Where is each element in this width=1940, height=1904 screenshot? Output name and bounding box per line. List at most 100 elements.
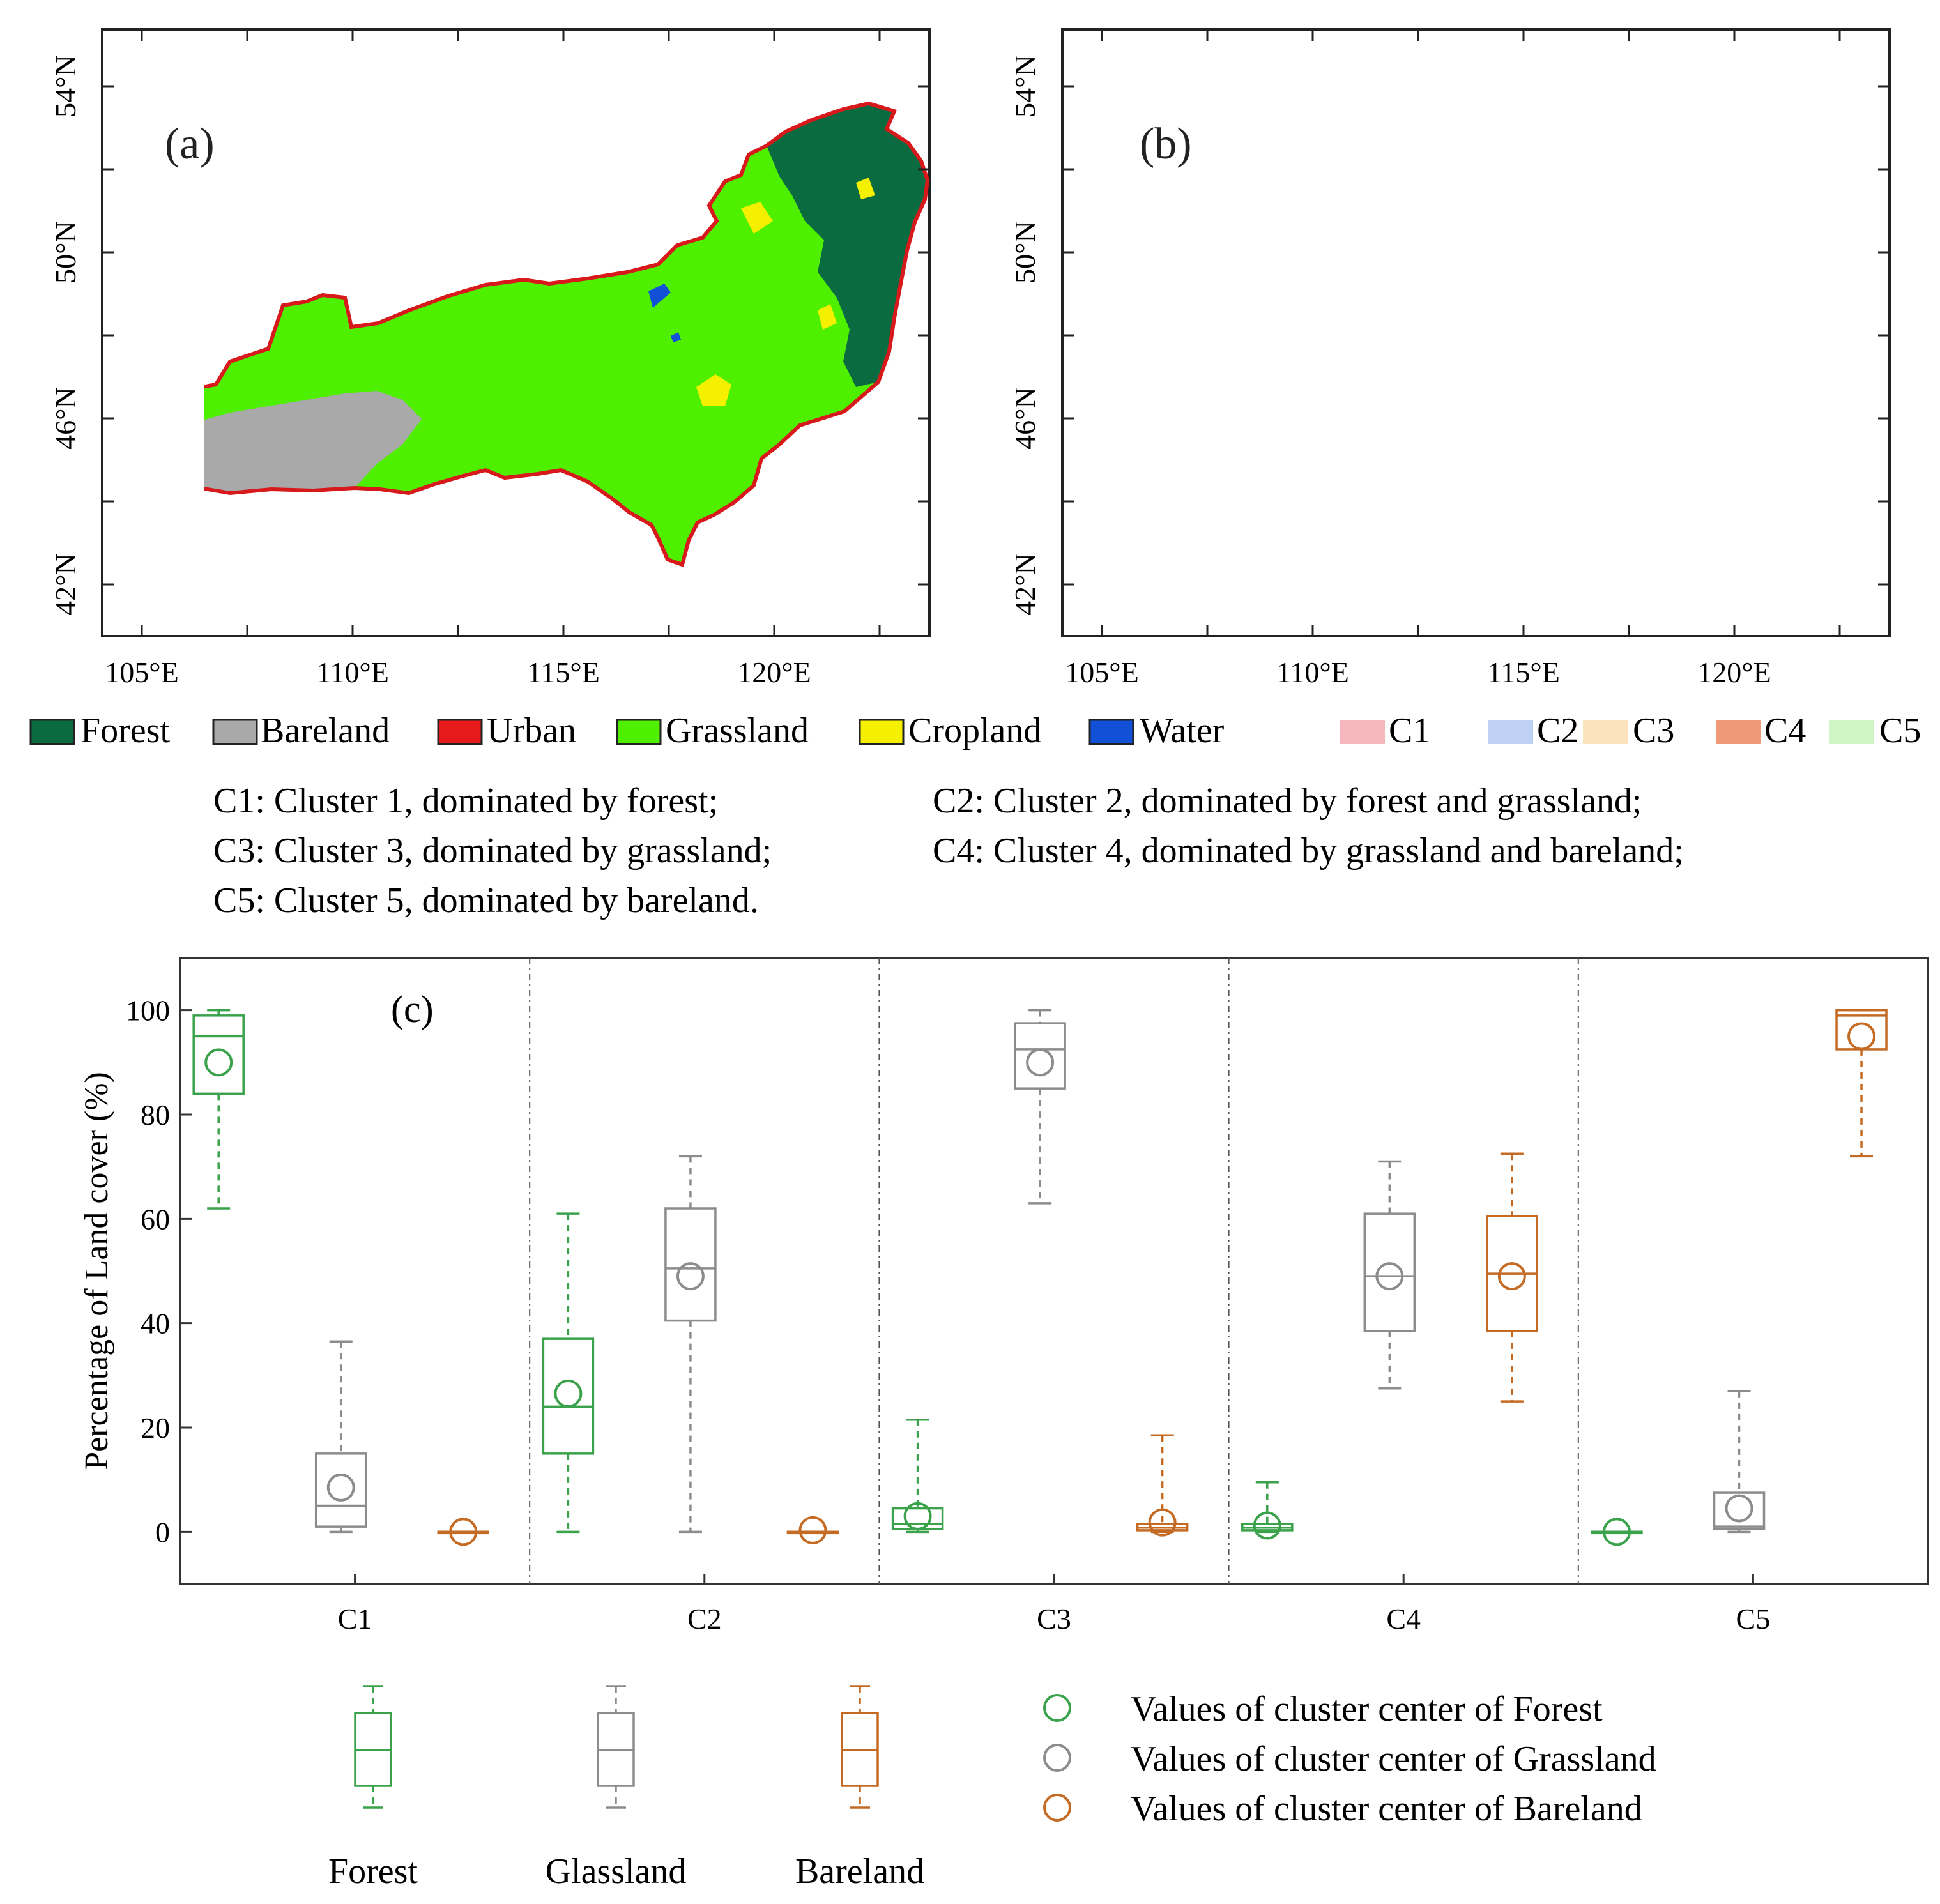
- cluster-center-marker: [1026, 1048, 1055, 1077]
- map-b-lon-tick: 105°E: [1065, 656, 1139, 689]
- map-b-lon-tick: 110°E: [1276, 656, 1349, 689]
- box-grassland: [1713, 1390, 1766, 1534]
- box-forest: [192, 1009, 245, 1210]
- legend-item-water: Water: [1088, 711, 1225, 750]
- legend-item-c5: C5: [1829, 711, 1921, 750]
- legend-item-c3: C3: [1583, 711, 1674, 750]
- box-forest: [1591, 1518, 1643, 1546]
- box-bareland: [1486, 1152, 1538, 1403]
- map-a-lat-tick: 54°N: [49, 55, 82, 118]
- chart-dividers: [529, 958, 1579, 1584]
- box-legend-glyph-bareland: [841, 1685, 879, 1809]
- boxplot-chart: (c) Percentage of Land cover (%) 0 20 40 60…: [79, 957, 1929, 1635]
- map-b-lat-tick: 42°N: [1009, 553, 1041, 616]
- box-grassland: [1014, 1009, 1066, 1205]
- center-marker-forest-icon: [1043, 1694, 1071, 1722]
- box-legend-label-bareland: Bareland: [795, 1852, 924, 1891]
- cluster-descriptions: C1: Cluster 1, dominated by forest; C2: …: [213, 781, 1684, 920]
- center-marker-grassland-icon: [1043, 1744, 1071, 1772]
- box-forest: [891, 1419, 944, 1534]
- center-label-forest: Values of cluster center of Forest: [1131, 1689, 1603, 1729]
- y-tick-label: 40: [141, 1307, 170, 1340]
- legend-item-c2: C2: [1488, 711, 1578, 750]
- legend-item-grassland: Grassland: [616, 711, 809, 750]
- cluster-center-marker: [676, 1262, 705, 1291]
- chart-x-ticks: C1 C2 C3 C4 C5: [338, 1574, 1770, 1635]
- cluster-center-marker: [1602, 1518, 1631, 1546]
- map-a-lon-tick: 120°E: [737, 656, 811, 689]
- box-grassland: [664, 1155, 717, 1534]
- box-grassland: [1363, 1160, 1416, 1390]
- iqr-box: [1363, 1212, 1416, 1332]
- box-bareland: [437, 1518, 489, 1546]
- map-a-lat-tick: 46°N: [49, 387, 82, 450]
- description-c4: C4: Cluster 4, dominated by grassland an…: [933, 831, 1684, 871]
- box-forest: [542, 1212, 595, 1534]
- chart-boxes: [192, 1009, 1888, 1546]
- cluster-center-marker: [1375, 1262, 1404, 1291]
- map-b-lat-tick: 50°N: [1009, 221, 1041, 284]
- iqr-box: [1713, 1491, 1766, 1530]
- x-tick-label: C3: [1037, 1603, 1071, 1635]
- iqr-box: [664, 1207, 717, 1322]
- legend-item-cropland: Cropland: [859, 711, 1041, 750]
- cluster-center-marker: [1253, 1511, 1281, 1540]
- legend-item-c1: C1: [1340, 711, 1430, 750]
- legend-item-urban: Urban: [437, 711, 576, 750]
- map-b-lat-tick: 46°N: [1009, 387, 1041, 450]
- cluster-center-marker: [1725, 1494, 1753, 1523]
- cluster-center-marker: [1497, 1262, 1526, 1291]
- map-a-lat-tick: 50°N: [49, 221, 82, 284]
- map-a-panel-label: (a): [165, 119, 215, 169]
- iqr-box: [192, 1014, 245, 1095]
- map-a-landcover: [204, 103, 928, 565]
- legend-item-forest: Forest: [29, 711, 170, 750]
- box-bareland: [1835, 1009, 1888, 1158]
- map-a-lat-tick: 42°N: [49, 553, 82, 616]
- box-legend-glyphs: [354, 1685, 879, 1809]
- svg-text:C4: C4: [1764, 711, 1806, 750]
- box-bareland: [1136, 1434, 1189, 1537]
- center-marker-bareland-icon: [1043, 1794, 1071, 1822]
- cluster-center-marker: [204, 1048, 233, 1077]
- iqr-box: [1014, 1022, 1066, 1090]
- map-panel-a: (a) 54°N 50°N 46°N 42°N 105°E 110°E 115°…: [49, 28, 931, 689]
- map-b-lon-tick: 120°E: [1697, 656, 1771, 689]
- svg-text:Water: Water: [1140, 711, 1225, 750]
- svg-text:Forest: Forest: [80, 711, 170, 750]
- y-tick-label: 20: [141, 1412, 170, 1444]
- box-legend: Forest Glassland Bareland Values of clus…: [328, 1685, 1656, 1891]
- center-label-grassland: Values of cluster center of Grassland: [1131, 1739, 1656, 1779]
- cluster-center-marker: [326, 1473, 355, 1502]
- box-legend-label-glassland: Glassland: [546, 1852, 687, 1891]
- map-b-lat-tick: 54°N: [1009, 55, 1041, 118]
- legend-item-bareland: Bareland: [212, 711, 390, 750]
- map-b-lon-tick: 115°E: [1487, 656, 1560, 689]
- box-legend-label-forest: Forest: [328, 1852, 418, 1891]
- y-tick-label: 80: [141, 1099, 170, 1131]
- y-tick-label: 100: [126, 994, 170, 1027]
- y-tick-label: 0: [155, 1516, 170, 1548]
- description-c3: C3: Cluster 3, dominated by grassland;: [213, 831, 772, 871]
- box-legend-glyph-forest: [354, 1685, 392, 1809]
- x-tick-label: C2: [687, 1603, 722, 1635]
- legend-item-c4: C4: [1716, 711, 1806, 750]
- svg-text:C5: C5: [1879, 711, 1921, 750]
- iqr-box: [314, 1452, 367, 1528]
- chart-y-axis-label: Percentage of Land cover (%): [79, 1072, 115, 1470]
- cluster-center-marker: [1847, 1022, 1876, 1051]
- svg-text:Urban: Urban: [487, 711, 576, 750]
- svg-text:Grassland: Grassland: [666, 711, 809, 750]
- box-legend-glyph-grassland: [597, 1685, 635, 1809]
- cluster-center-marker: [449, 1518, 478, 1546]
- box-grassland: [314, 1340, 367, 1534]
- map-a-lon-tick: 110°E: [316, 656, 389, 689]
- x-tick-label: C1: [338, 1603, 372, 1635]
- svg-text:C3: C3: [1633, 711, 1674, 750]
- map-a-lon-tick: 115°E: [527, 656, 600, 689]
- map-panel-b: (b) 54°N 50°N 46°N 42°N 105°E 110°E 115°…: [1009, 28, 1891, 689]
- cluster-center-marker: [798, 1516, 827, 1544]
- map-a-lon-tick: 105°E: [105, 656, 179, 689]
- map-b-frame: [1061, 28, 1891, 637]
